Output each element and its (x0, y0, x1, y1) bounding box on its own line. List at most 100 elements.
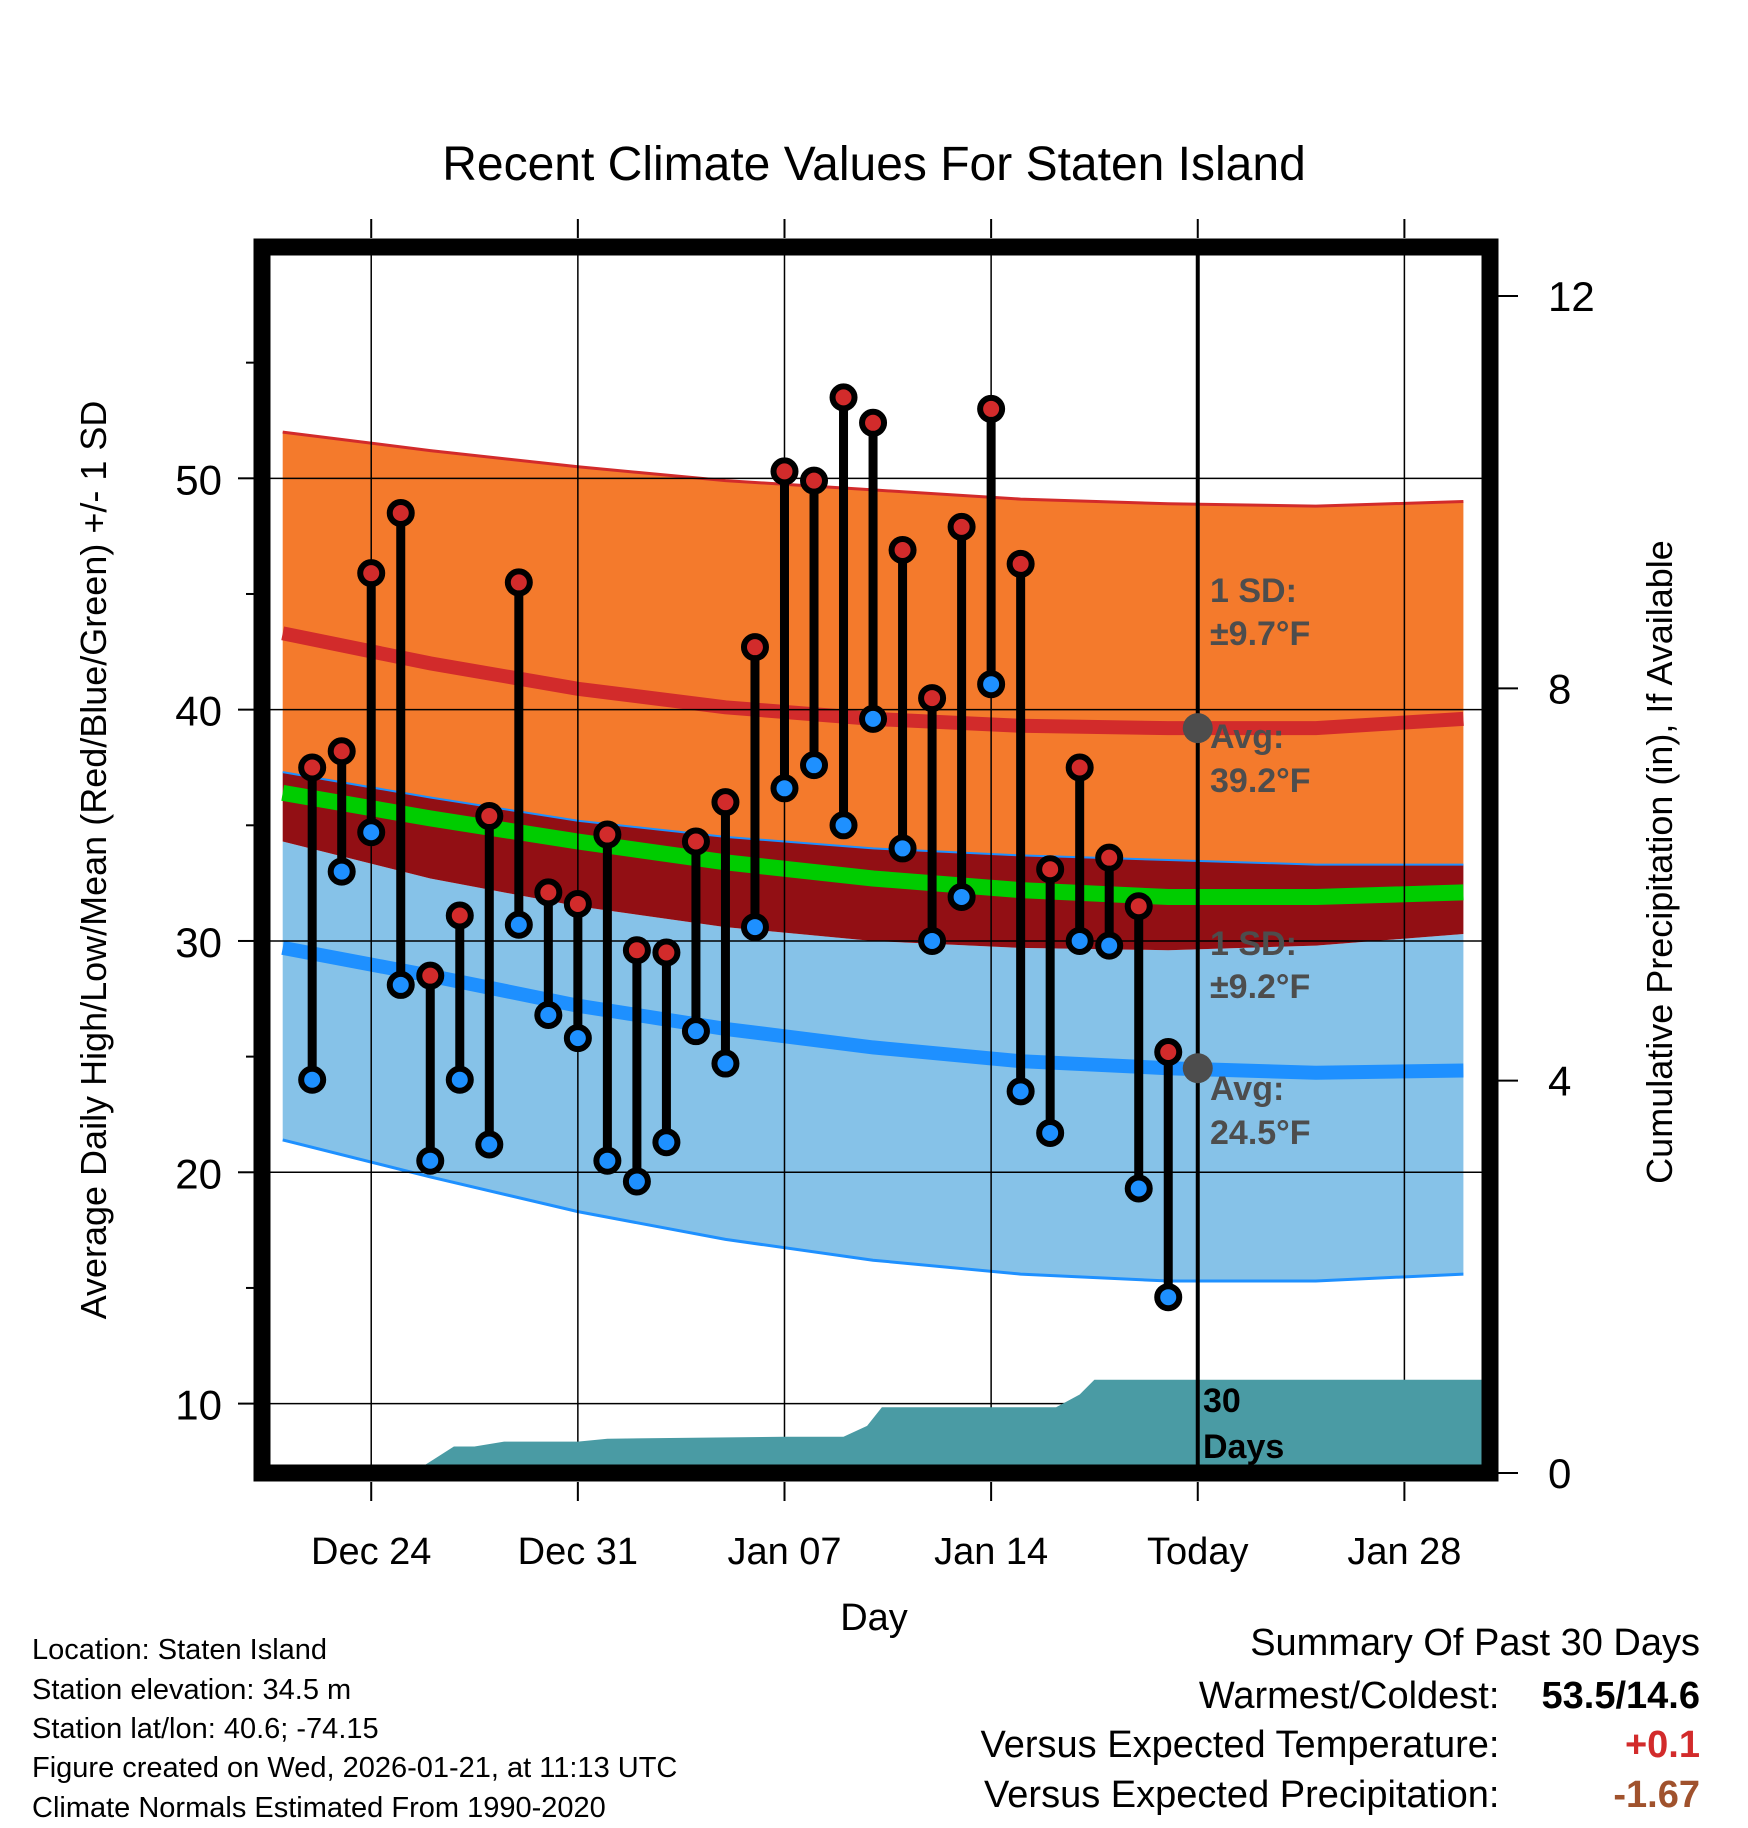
summary-title: Summary Of Past 30 Days (1250, 1622, 1700, 1664)
daily-high-point (918, 684, 947, 713)
precip-days-label: 30 (1203, 1382, 1241, 1420)
high-lower-line (282, 771, 1464, 866)
daily-high-point (770, 457, 799, 486)
y-tick-label: 50 (175, 456, 222, 503)
daily-low-point (918, 926, 947, 955)
precip-days-label-2: Days (1203, 1428, 1284, 1466)
x-tick-label: Jan 14 (934, 1531, 1048, 1573)
daily-low-point (977, 670, 1006, 699)
daily-low-point (593, 1146, 622, 1175)
y2-tick-label: 0 (1548, 1450, 1571, 1497)
daily-low-point (888, 834, 917, 863)
daily-low-point (504, 910, 533, 939)
daily-low-point (445, 1065, 474, 1094)
today-high-avg-marker (1182, 713, 1213, 744)
daily-high-point (888, 536, 917, 565)
daily-high-point (386, 499, 415, 528)
daily-high-point (416, 961, 445, 990)
daily-low-point (622, 1167, 651, 1196)
daily-high-point (475, 802, 504, 831)
daily-high-point (1065, 753, 1094, 782)
y-axis-label: Average Daily High/Low/Mean (Red/Blue/Gr… (73, 401, 114, 1320)
daily-high-point (1036, 855, 1065, 884)
daily-high-point (1006, 549, 1035, 578)
x-tick-label: Dec 24 (311, 1531, 431, 1573)
low-avg-line (281, 941, 1464, 1080)
summary-temp-label: Versus Expected Temperature: (980, 1724, 1500, 1766)
high-sd-label: 1 SD: (1210, 572, 1297, 610)
y-tick-label: 30 (175, 919, 222, 966)
daily-low-point (829, 811, 858, 840)
daily-high-point (947, 512, 976, 541)
daily-high-point (534, 878, 563, 907)
daily-high-point (622, 936, 651, 965)
y2-tick-label: 4 (1548, 1058, 1571, 1105)
daily-low-point (1124, 1174, 1153, 1203)
low-lower-line (282, 1138, 1464, 1283)
daily-low-point (386, 970, 415, 999)
summary-precip-label: Versus Expected Precipitation: (984, 1774, 1500, 1816)
y2-axis-label: Cumulative Precipitation (in), If Availa… (1639, 540, 1680, 1184)
summary-warmest-row: Warmest/Coldest: 53.5/14.6 (1199, 1677, 1700, 1715)
low-sd-label: 1 SD: (1210, 925, 1297, 963)
info-elevation: Station elevation: 34.5 m (32, 1674, 352, 1706)
summary-precip-value: -1.67 (1613, 1774, 1700, 1816)
daily-low-point (740, 913, 769, 942)
daily-high-point (504, 568, 533, 597)
daily-high-point (740, 633, 769, 662)
summary-temp-row: Versus Expected Temperature: +0.1 (981, 1726, 1700, 1764)
daily-high-point (1154, 1037, 1183, 1066)
daily-low-point (1006, 1077, 1035, 1106)
daily-low-point (1095, 931, 1124, 960)
y-tick-label: 20 (175, 1150, 222, 1197)
daily-low-point (1154, 1283, 1183, 1312)
daily-low-point (563, 1024, 592, 1053)
daily-low-point (859, 704, 888, 733)
mean-avg-line (281, 785, 1464, 905)
precip-area (262, 1379, 1490, 1473)
daily-high-point (357, 559, 386, 588)
daily-high-point (445, 901, 474, 930)
daily-high-point (593, 820, 622, 849)
daily-low-point (711, 1049, 740, 1078)
daily-high-point (563, 889, 592, 918)
daily-low-point (327, 857, 356, 886)
info-created: Figure created on Wed, 2026-01-21, at 11… (32, 1752, 678, 1784)
daily-high-point (652, 938, 681, 967)
daily-low-point (475, 1130, 504, 1159)
summary-precip-row: Versus Expected Precipitation: -1.67 (984, 1776, 1700, 1814)
daily-low-point (416, 1146, 445, 1175)
low-avg-value: 24.5°F (1210, 1114, 1311, 1152)
daily-high-point (327, 737, 356, 766)
x-tick-label: Today (1147, 1531, 1248, 1573)
daily-high-point (829, 383, 858, 412)
y-tick-label: 10 (175, 1382, 222, 1429)
daily-low-point (652, 1128, 681, 1157)
summary-temp-value: +0.1 (1624, 1724, 1700, 1766)
y2-tick-label: 8 (1548, 665, 1571, 712)
daily-high-point (711, 788, 740, 817)
summary-warmest-label: Warmest/Coldest: (1198, 1675, 1500, 1717)
daily-high-point (298, 753, 327, 782)
daily-high-point (681, 827, 710, 856)
daily-high-point (1095, 843, 1124, 872)
low-avg-label: Avg: (1210, 1070, 1284, 1108)
daily-high-point (977, 394, 1006, 423)
x-tick-label: Jan 07 (727, 1531, 841, 1573)
daily-low-point (681, 1017, 710, 1046)
plot-frame (253, 238, 1499, 1482)
y2-tick-label: 12 (1548, 273, 1595, 320)
info-normals: Climate Normals Estimated From 1990-2020 (32, 1792, 606, 1824)
daily-low-point (770, 774, 799, 803)
high-sd-value: ±9.7°F (1210, 615, 1310, 653)
x-tick-label: Dec 31 (518, 1531, 638, 1573)
summary-warmest-value: 53.5/14.6 (1541, 1675, 1700, 1717)
daily-high-point (859, 408, 888, 437)
daily-low-point (1036, 1118, 1065, 1147)
y-tick-label: 40 (175, 688, 222, 735)
info-latlon: Station lat/lon: 40.6; -74.15 (32, 1713, 379, 1745)
x-tick-label: Jan 28 (1347, 1531, 1461, 1573)
daily-high-point (800, 466, 829, 495)
low-sd-value: ±9.2°F (1210, 968, 1310, 1006)
